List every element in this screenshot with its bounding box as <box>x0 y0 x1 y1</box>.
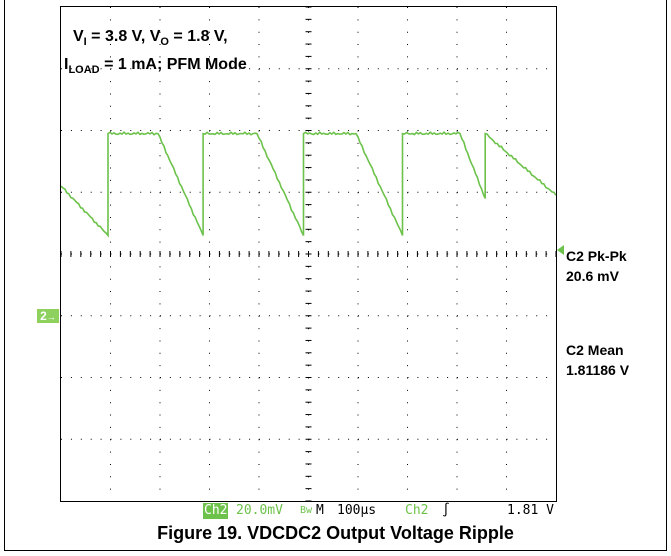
page-border <box>4 0 667 551</box>
trigger-level-icon <box>557 245 564 255</box>
status-m: M <box>316 503 324 518</box>
oscilloscope-display <box>60 6 557 502</box>
figure-caption: Figure 19. VDCDC2 Output Voltage Ripple <box>157 523 514 543</box>
pk-pk-value: 20.6 mV <box>566 268 619 284</box>
pk-pk-label: C2 Pk-Pk <box>566 248 627 264</box>
test-conditions-line1: VI = 3.8 V, VO = 1.8 V, <box>73 28 228 48</box>
status-trigger-level: 1.81 V <box>507 503 554 518</box>
status-scale: 20.0mV <box>236 503 283 518</box>
bandwidth-limit-icon: Bw <box>300 505 313 516</box>
scope-plot <box>61 7 556 501</box>
mean-value: 1.81186 V <box>566 362 630 378</box>
status-timebase: 100µs <box>337 503 377 518</box>
status-trigger-channel: Ch2 <box>405 503 429 518</box>
ripple-trace <box>61 131 556 238</box>
trigger-edge-icon: ∫ <box>442 503 450 518</box>
scope-status-bar: Ch2 20.0mV Bw M 100µs Ch2 ∫ 1.81 V <box>60 503 557 519</box>
mean-label: C2 Mean <box>566 342 624 358</box>
status-channel: Ch2 <box>203 503 229 519</box>
channel-2-marker: 2→ <box>37 309 59 323</box>
test-conditions-line2: ILOAD = 1 mA; PFM Mode <box>64 56 247 76</box>
grid <box>61 7 556 501</box>
